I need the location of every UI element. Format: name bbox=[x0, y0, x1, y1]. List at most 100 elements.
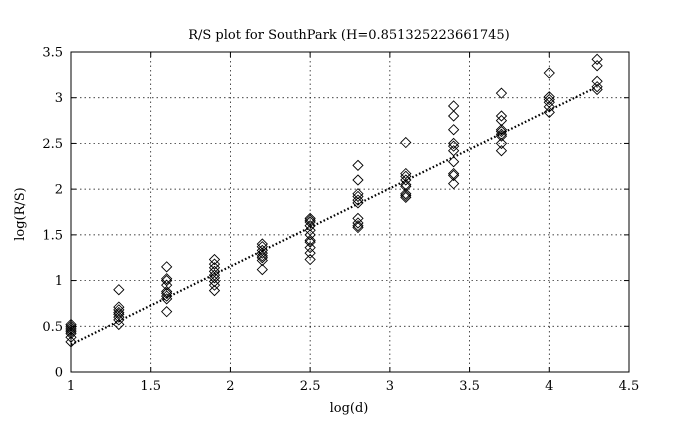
data-point-diamond bbox=[352, 220, 364, 232]
data-point-diamond bbox=[400, 189, 412, 202]
data-point-diamond bbox=[352, 159, 364, 172]
grid-lines bbox=[71, 52, 629, 372]
fit-line-layer bbox=[70, 85, 598, 346]
data-point-diamond bbox=[447, 145, 460, 157]
data-point-diamond bbox=[304, 236, 316, 248]
data-point-diamond bbox=[543, 101, 555, 113]
data-point-diamond bbox=[256, 250, 268, 262]
axis-ticks: 1 1.5 2 2.5 3 3.5 4 4.5 0 0.5 1 1.5 2 2.5 3 3.5 bbox=[42, 46, 639, 395]
x-tick-label: 1 bbox=[67, 379, 75, 394]
data-point-diamond bbox=[352, 174, 364, 186]
data-point-diamond bbox=[591, 81, 603, 93]
data-point-diamond bbox=[161, 261, 173, 273]
data-point-diamond bbox=[400, 167, 412, 180]
data-point-diamond bbox=[161, 306, 173, 318]
data-point-diamond bbox=[447, 140, 460, 152]
data-point-diamond bbox=[208, 253, 221, 266]
y-tick-label: 2 bbox=[55, 183, 63, 198]
y-tick-label: 1.5 bbox=[42, 228, 63, 243]
x-axis-title: log(d) bbox=[330, 401, 369, 416]
y-tick-label: 3 bbox=[55, 91, 63, 106]
data-point-diamond bbox=[495, 130, 508, 142]
data-point-diamond bbox=[208, 284, 221, 297]
data-point-diamond bbox=[591, 60, 603, 72]
y-tick-label: 3.5 bbox=[42, 46, 63, 61]
data-point-diamond bbox=[591, 53, 603, 65]
data-point-diamond bbox=[543, 67, 555, 79]
data-point-diamond bbox=[304, 253, 316, 266]
data-point-diamond bbox=[495, 125, 508, 138]
data-point-diamond bbox=[256, 241, 268, 253]
data-point-diamond bbox=[304, 216, 316, 228]
data-point-diamond bbox=[352, 188, 364, 200]
data-point-diamond bbox=[161, 279, 173, 291]
x-tick-label: 3.5 bbox=[459, 379, 480, 394]
data-point-diamond bbox=[591, 83, 603, 96]
x-tick-label: 2.5 bbox=[300, 379, 321, 394]
data-point-diamond bbox=[495, 145, 508, 157]
data-point-diamond bbox=[256, 247, 268, 259]
data-point-diamond bbox=[447, 178, 460, 190]
y-tick-label: 0 bbox=[55, 366, 63, 381]
data-point-diamond bbox=[256, 263, 268, 276]
x-tick-label: 3 bbox=[386, 379, 394, 394]
data-point-diamond bbox=[113, 284, 125, 296]
y-tick-label: 0.5 bbox=[42, 320, 63, 335]
data-point-diamond bbox=[447, 137, 460, 150]
data-points bbox=[65, 53, 603, 348]
data-point-diamond bbox=[161, 287, 173, 300]
data-point-diamond bbox=[352, 221, 364, 234]
data-point-diamond bbox=[113, 311, 125, 323]
data-point-diamond bbox=[400, 174, 412, 186]
plot-frame bbox=[70, 51, 630, 373]
fit-line bbox=[70, 85, 598, 346]
data-point-diamond bbox=[256, 238, 268, 250]
data-point-diamond bbox=[208, 272, 221, 284]
data-point-diamond bbox=[447, 156, 460, 168]
data-point-diamond bbox=[304, 234, 316, 246]
data-point-diamond bbox=[304, 242, 316, 254]
data-point-diamond bbox=[113, 314, 125, 326]
data-point-diamond bbox=[352, 212, 364, 225]
data-point-diamond bbox=[400, 188, 412, 200]
data-point-diamond bbox=[400, 191, 412, 204]
chart-title: R/S plot for SouthPark (H=0.851325223661… bbox=[188, 28, 510, 43]
data-point-diamond bbox=[400, 178, 412, 191]
data-point-diamond bbox=[256, 254, 268, 267]
y-tick-label: 2.5 bbox=[42, 137, 63, 152]
data-point-diamond bbox=[447, 169, 460, 182]
data-point-diamond bbox=[495, 110, 508, 122]
data-point-diamond bbox=[161, 274, 173, 287]
data-point-diamond bbox=[352, 190, 364, 203]
data-point-diamond bbox=[495, 87, 508, 99]
data-point-diamond bbox=[495, 114, 508, 127]
x-tick-label: 4 bbox=[545, 379, 553, 394]
data-point-diamond bbox=[113, 318, 125, 331]
data-point-diamond bbox=[304, 247, 316, 259]
data-point-diamond bbox=[447, 124, 460, 136]
x-tick-label: 4.5 bbox=[619, 379, 640, 394]
data-point-diamond bbox=[208, 279, 221, 291]
data-point-diamond bbox=[447, 110, 460, 122]
data-point-diamond bbox=[304, 220, 316, 232]
data-point-diamond bbox=[495, 124, 508, 136]
data-point-diamond bbox=[543, 93, 555, 106]
x-tick-label: 2 bbox=[226, 379, 234, 394]
data-point-diamond bbox=[161, 293, 173, 305]
data-point-diamond bbox=[161, 290, 173, 302]
data-point-diamond bbox=[256, 252, 268, 264]
data-point-diamond bbox=[447, 100, 460, 112]
data-point-diamond bbox=[400, 136, 412, 149]
data-point-diamond bbox=[495, 137, 508, 150]
data-point-diamond bbox=[161, 285, 173, 298]
data-point-diamond bbox=[495, 128, 508, 140]
data-point-diamond bbox=[352, 217, 364, 229]
data-point-diamond bbox=[352, 197, 364, 209]
x-tick-label: 1.5 bbox=[140, 379, 161, 394]
data-point-diamond bbox=[400, 180, 412, 193]
data-point-diamond bbox=[591, 75, 603, 87]
data-point-diamond bbox=[304, 212, 316, 225]
data-point-diamond bbox=[543, 106, 555, 118]
